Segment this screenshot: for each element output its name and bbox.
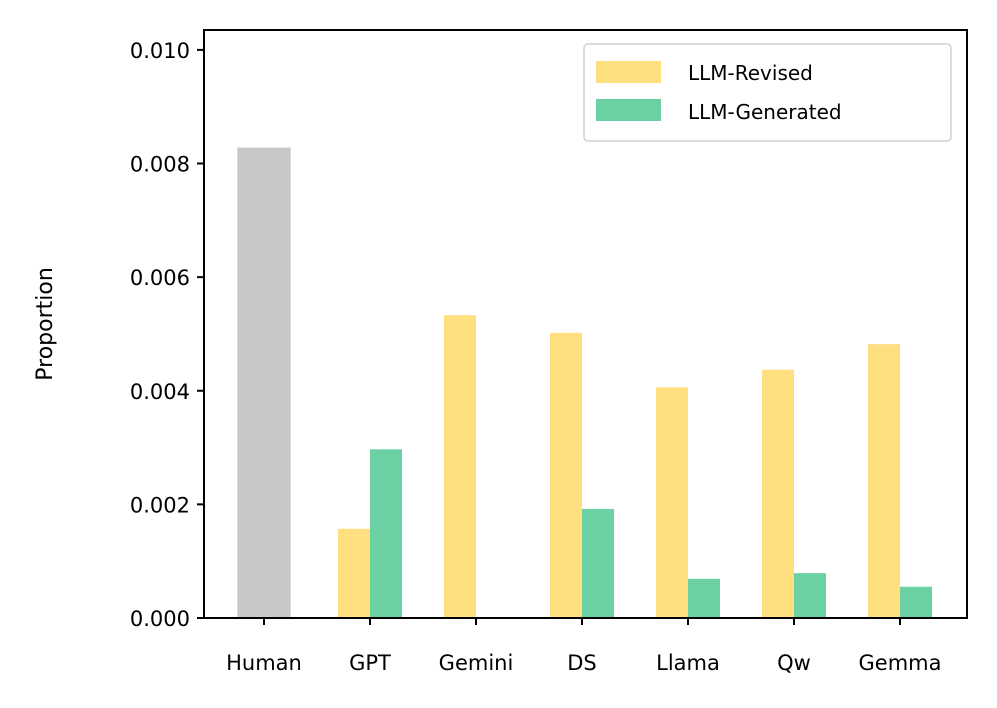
y-tick-label: 0.000 — [130, 607, 190, 631]
y-tick-label: 0.010 — [130, 39, 190, 63]
bar-llm-revised-gemini — [444, 315, 476, 618]
bar-llm-revised-gemma — [868, 344, 900, 618]
bars-group — [237, 147, 932, 618]
x-tick-label-gemini: Gemini — [439, 651, 514, 675]
x-tick-label-llama: Llama — [656, 651, 720, 675]
bar-llm-revised-qw — [762, 369, 794, 618]
x-tick-label-qw: Qw — [777, 651, 811, 675]
bar-llm-generated-ds — [582, 508, 614, 618]
y-axis-label: Proportion — [33, 267, 58, 381]
axes-frame — [203, 29, 968, 619]
x-tick-label-ds: DS — [567, 651, 597, 675]
bar-human — [237, 147, 291, 618]
legend-label-llm-generated: LLM-Generated — [688, 100, 842, 124]
y-tick-label: 0.008 — [130, 153, 190, 177]
x-axis-ticks: Human GPT Gemini DS Llama Qw Gemma — [226, 618, 941, 675]
bar-llm-generated-gpt — [370, 449, 402, 618]
bar-llm-generated-qw — [794, 573, 826, 618]
bar-llm-generated-gemma — [900, 586, 932, 618]
legend-swatch-llm-generated — [596, 99, 661, 121]
y-tick-label: 0.006 — [130, 266, 190, 290]
legend-frame — [583, 43, 952, 142]
x-tick-label-gemma: Gemma — [859, 651, 942, 675]
bar-llm-revised-llama — [656, 387, 688, 618]
bar-llm-revised-gpt — [338, 528, 370, 618]
x-tick-label-human: Human — [226, 651, 302, 675]
y-axis-ticks: 0.000 0.002 0.004 0.006 0.008 0.010 — [130, 39, 204, 631]
legend-label-llm-revised: LLM-Revised — [688, 61, 813, 85]
x-tick-label-gpt: GPT — [349, 651, 391, 675]
legend-swatch-llm-revised — [596, 61, 661, 83]
y-tick-label: 0.004 — [130, 380, 190, 404]
y-tick-label: 0.002 — [130, 493, 190, 517]
bar-llm-revised-ds — [550, 332, 582, 618]
legend: LLM-Revised LLM-Generated — [583, 43, 952, 142]
bar-llm-generated-llama — [688, 578, 720, 618]
